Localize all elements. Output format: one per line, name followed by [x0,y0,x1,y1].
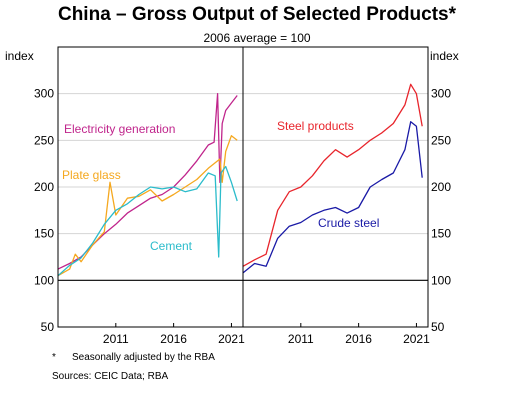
x-tick-label: 2011 [288,332,314,346]
x-tick-label: 2016 [345,332,372,346]
series-label-steel-products: Steel products [277,119,354,133]
x-tick-label: 2021 [403,332,430,346]
ticks: 50 50 100 100 150 150 200 200 250 250 300 300 2011 20… [34,87,451,346]
y-tick-label-right: 50 [431,320,445,334]
y-tick-label-left: 150 [34,227,54,241]
y-tick-label-left: 300 [34,87,54,101]
chart-subtitle: 2006 average = 100 [203,31,311,45]
sources: Sources: CEIC Data; RBA [52,371,169,382]
series-label-electricity-generation: Electricity generation [64,122,175,136]
y-tick-label-left: 100 [34,273,54,287]
series-label-plate-glass: Plate glass [62,168,121,182]
series-label-cement: Cement [150,239,193,253]
y-tick-label-right: 300 [431,87,451,101]
series-line-cement [57,165,238,277]
y-axis-unit-left: index [5,49,34,63]
y-tick-label-right: 200 [431,180,451,194]
y-tick-label-right: 250 [431,133,451,147]
footnote-marker: * [52,352,56,363]
y-tick-label-right: 100 [431,273,451,287]
x-tick-label: 2016 [160,332,187,346]
series-line-crude-steel [242,121,423,274]
series-label-crude-steel: Crude steel [318,216,379,230]
y-tick-label-right: 150 [431,227,451,241]
y-tick-label-left: 200 [34,180,54,194]
y-axis-unit-right: index [430,49,459,63]
series-lines [57,83,423,277]
x-tick-label: 2021 [218,332,245,346]
series-line-steel-products [242,83,423,267]
footnote-text: Seasonally adjusted by the RBA [72,352,215,363]
chart-title: China – Gross Output of Selected Product… [57,4,456,25]
series-line-plate-glass [57,135,238,277]
footnote: * Seasonally adjusted by the RBA [52,352,215,363]
series-labels: Electricity generation Plate glass Cement S… [62,119,379,253]
y-tick-label-left: 50 [41,320,55,334]
x-tick-label: 2011 [103,332,129,346]
y-tick-label-left: 250 [34,133,54,147]
